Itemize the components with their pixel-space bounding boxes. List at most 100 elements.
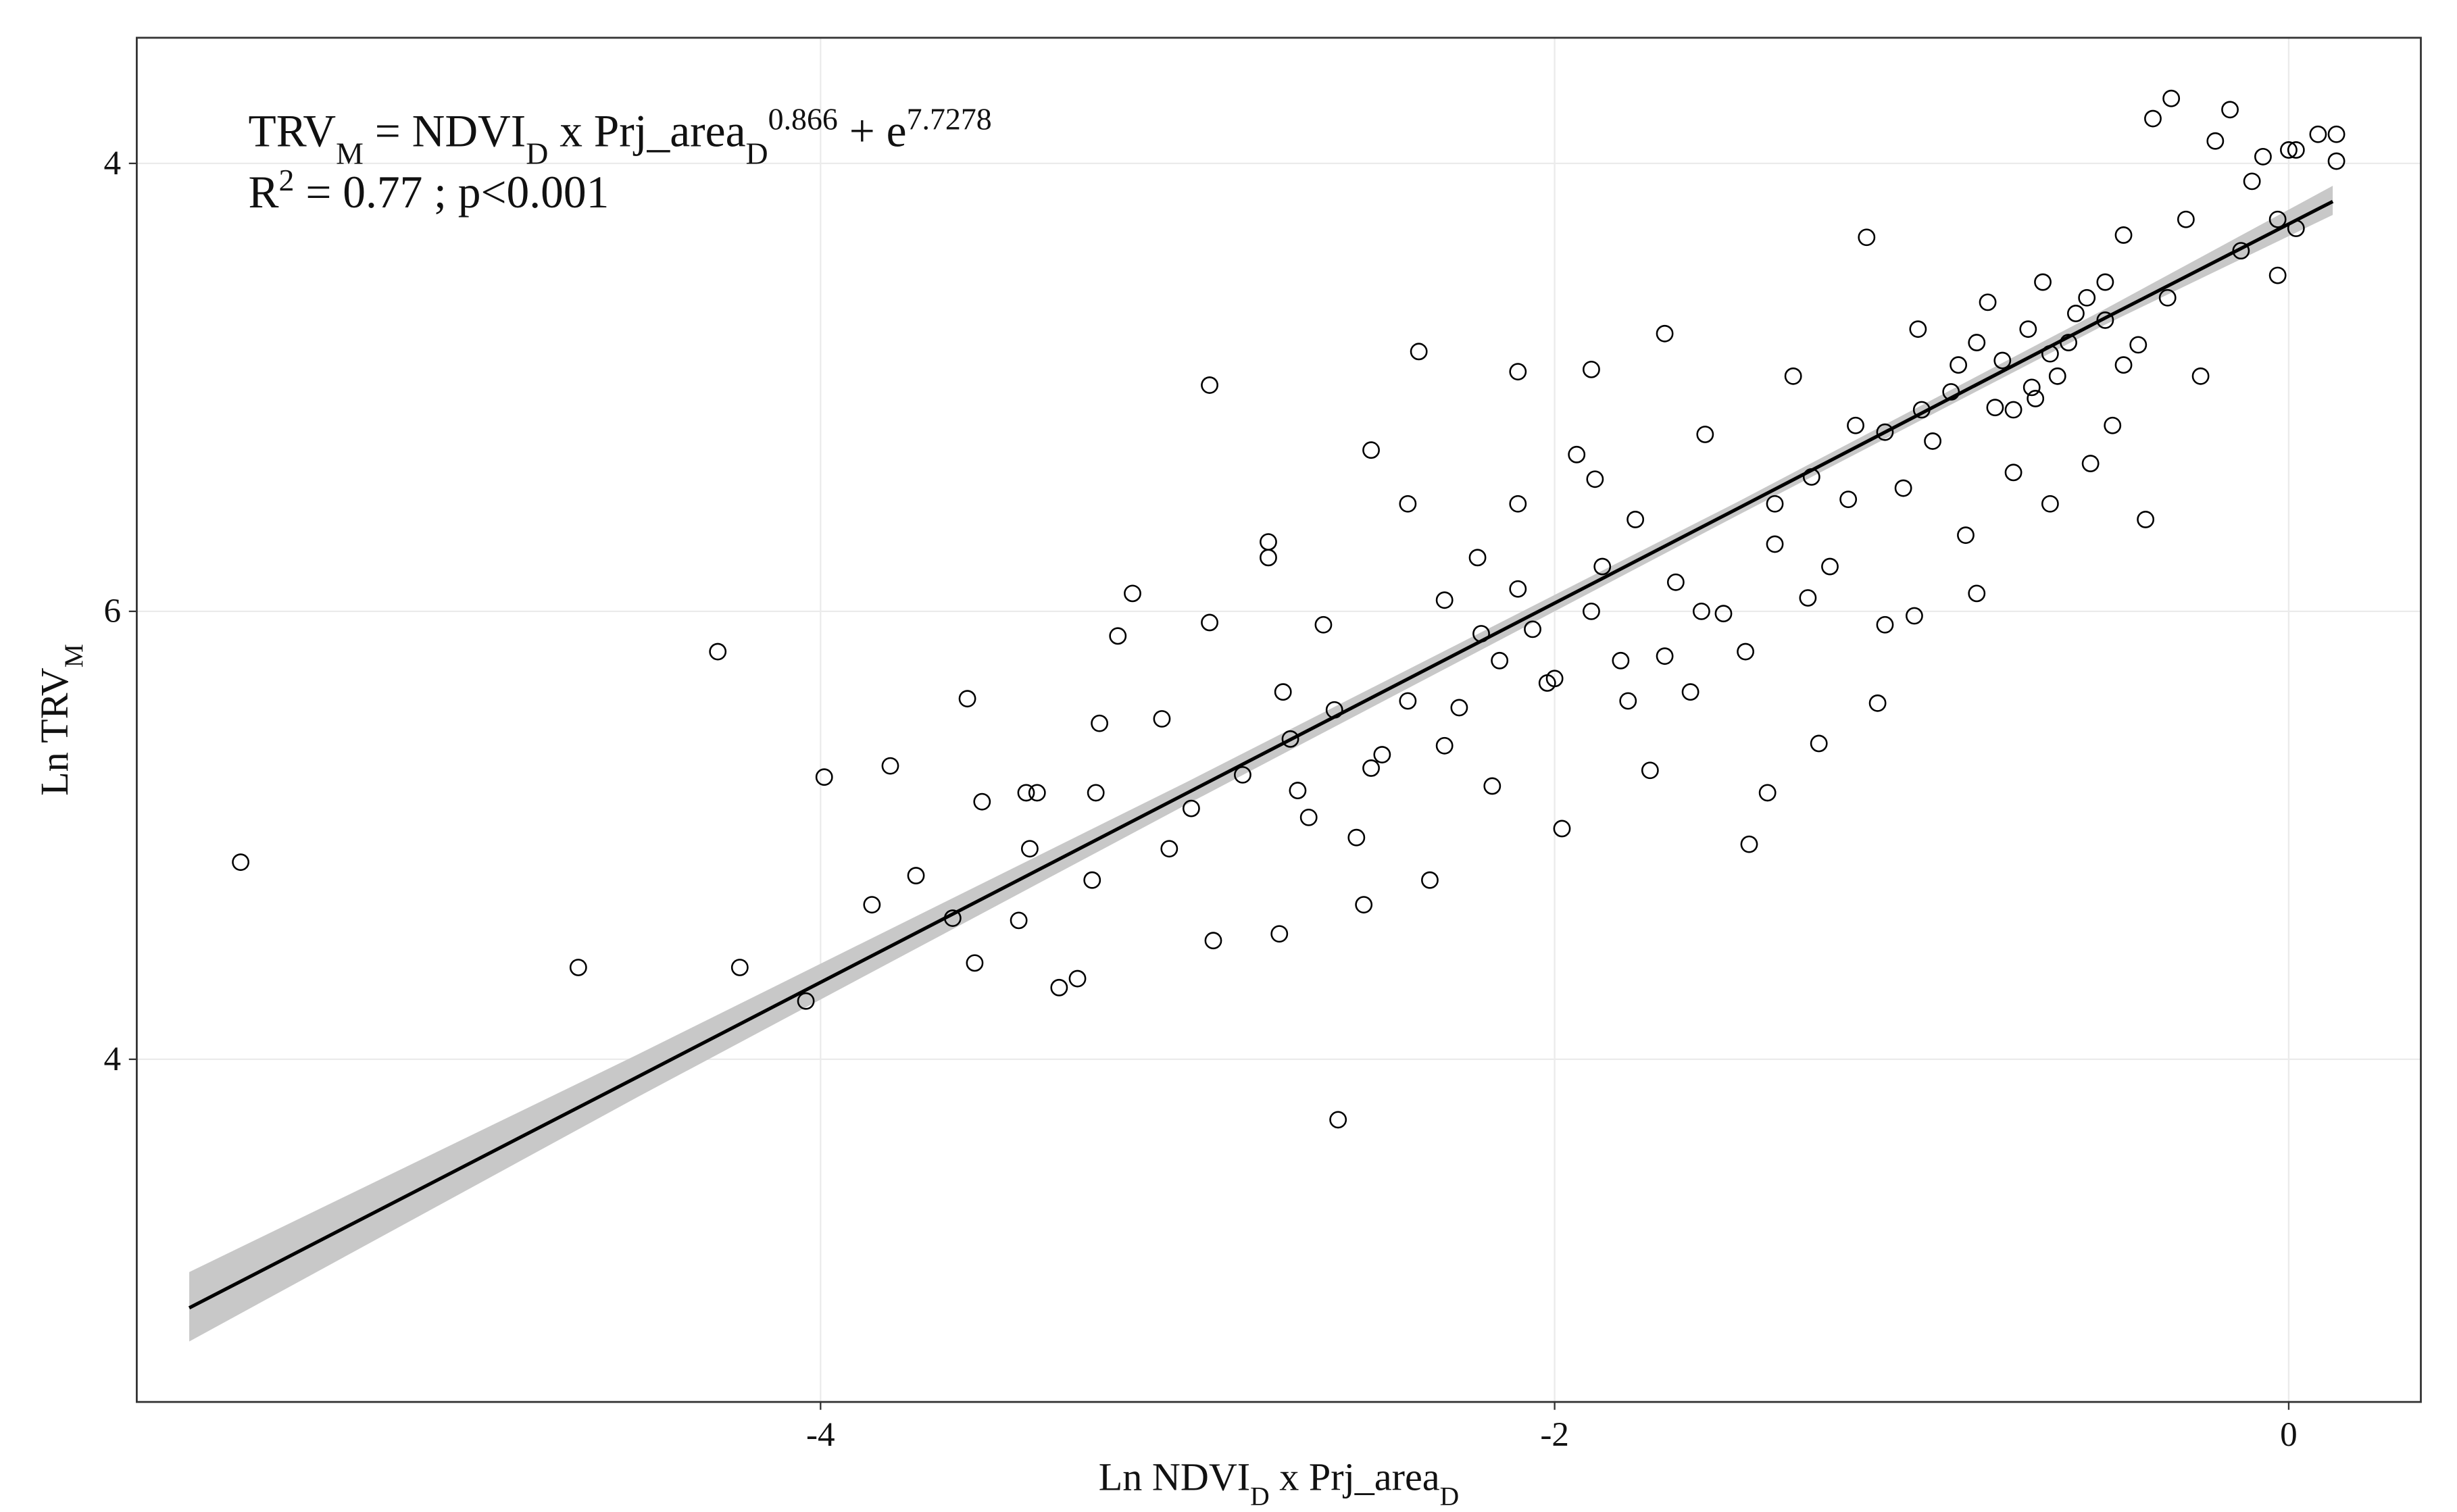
point bbox=[1740, 835, 1758, 853]
point bbox=[2327, 125, 2346, 143]
point bbox=[2027, 390, 2045, 407]
point bbox=[2104, 416, 2122, 434]
point bbox=[881, 757, 899, 775]
point bbox=[1373, 746, 1391, 763]
point bbox=[1766, 495, 1784, 513]
point bbox=[1435, 736, 1454, 755]
point bbox=[1091, 714, 1109, 732]
point bbox=[1858, 228, 1876, 247]
point bbox=[2048, 367, 2066, 385]
point bbox=[973, 792, 991, 811]
y-tick-label: 4 bbox=[104, 144, 122, 182]
point bbox=[2081, 455, 2100, 472]
point bbox=[1714, 605, 1733, 623]
point bbox=[907, 867, 925, 884]
point bbox=[2254, 148, 2272, 166]
point bbox=[2019, 320, 2037, 338]
x-tick-label: -2 bbox=[1540, 1415, 1569, 1454]
point bbox=[2191, 367, 2210, 385]
point bbox=[1909, 320, 1927, 338]
point bbox=[1868, 694, 1887, 712]
point bbox=[2162, 89, 2181, 107]
x-tick-label: 0 bbox=[2280, 1415, 2298, 1454]
point bbox=[1583, 360, 1600, 378]
point bbox=[1979, 293, 1997, 311]
point bbox=[1612, 651, 1630, 670]
point bbox=[2041, 495, 2059, 513]
point bbox=[1968, 584, 1986, 603]
point bbox=[1010, 911, 1028, 930]
fit-group bbox=[188, 199, 2334, 1310]
x-axis-title-part: D bbox=[1250, 1481, 1270, 1511]
point bbox=[1950, 356, 1968, 374]
point bbox=[1274, 683, 1292, 701]
point bbox=[1201, 613, 1218, 632]
point bbox=[1737, 642, 1754, 661]
point bbox=[1993, 351, 2012, 370]
y-tick-label: 4 bbox=[104, 1040, 122, 1078]
point bbox=[2206, 132, 2225, 150]
point bbox=[1696, 426, 1714, 443]
point bbox=[1810, 734, 1828, 753]
point bbox=[1399, 495, 1417, 513]
equation-part: TRV bbox=[249, 105, 337, 156]
point bbox=[2309, 125, 2327, 143]
point bbox=[1656, 324, 1674, 343]
point bbox=[709, 642, 727, 661]
stats-part: = 0.77 ; p<0.001 bbox=[294, 167, 609, 218]
point bbox=[1020, 840, 1039, 858]
point bbox=[2022, 378, 2041, 397]
equation-part: 0.866 bbox=[768, 101, 838, 136]
equation-part: 7.7278 bbox=[907, 101, 992, 136]
point bbox=[1153, 710, 1171, 728]
point bbox=[2243, 172, 2261, 191]
point bbox=[2280, 141, 2298, 159]
point bbox=[1483, 777, 1502, 795]
point bbox=[1468, 549, 1487, 567]
point bbox=[1491, 651, 1509, 670]
point bbox=[1586, 470, 1604, 488]
point bbox=[1204, 932, 1222, 950]
point bbox=[1839, 490, 1858, 509]
point bbox=[2034, 273, 2052, 291]
point bbox=[2158, 288, 2177, 307]
point bbox=[1201, 376, 1218, 394]
equation: TRVM = NDVID x Prj_areaD0.866 + e7.7278 bbox=[249, 101, 992, 170]
point bbox=[1314, 615, 1333, 634]
point bbox=[2177, 210, 2195, 228]
point bbox=[1568, 445, 1586, 463]
point bbox=[1355, 896, 1373, 914]
equation-part: D bbox=[746, 136, 768, 170]
y-axis-title-part: Ln TRV bbox=[32, 667, 76, 796]
point bbox=[1270, 925, 1289, 943]
point bbox=[232, 853, 250, 872]
point bbox=[730, 959, 749, 976]
point bbox=[1289, 782, 1307, 799]
point bbox=[1986, 399, 2004, 417]
point bbox=[1627, 511, 1645, 528]
point bbox=[1906, 607, 1923, 625]
point bbox=[2221, 101, 2239, 119]
point bbox=[1593, 557, 1612, 576]
point bbox=[1182, 799, 1200, 817]
x-tick-label: -4 bbox=[806, 1415, 835, 1454]
y-tick-label: 6 bbox=[104, 592, 122, 630]
point bbox=[569, 959, 587, 976]
point bbox=[2114, 226, 2133, 244]
point bbox=[1641, 761, 1659, 780]
point bbox=[1329, 1111, 1347, 1129]
point bbox=[1362, 759, 1380, 777]
equation-part: + e bbox=[838, 105, 907, 156]
plot-frame bbox=[135, 36, 2422, 1403]
equation-part: = NDVI bbox=[364, 105, 526, 156]
point bbox=[966, 954, 984, 972]
point bbox=[1876, 615, 1894, 634]
y-axis-title-part: M bbox=[59, 644, 89, 667]
point bbox=[1766, 535, 1784, 553]
point bbox=[1450, 699, 1468, 717]
point bbox=[2144, 109, 2162, 128]
confidence-band bbox=[189, 186, 2333, 1342]
point bbox=[1435, 591, 1454, 609]
